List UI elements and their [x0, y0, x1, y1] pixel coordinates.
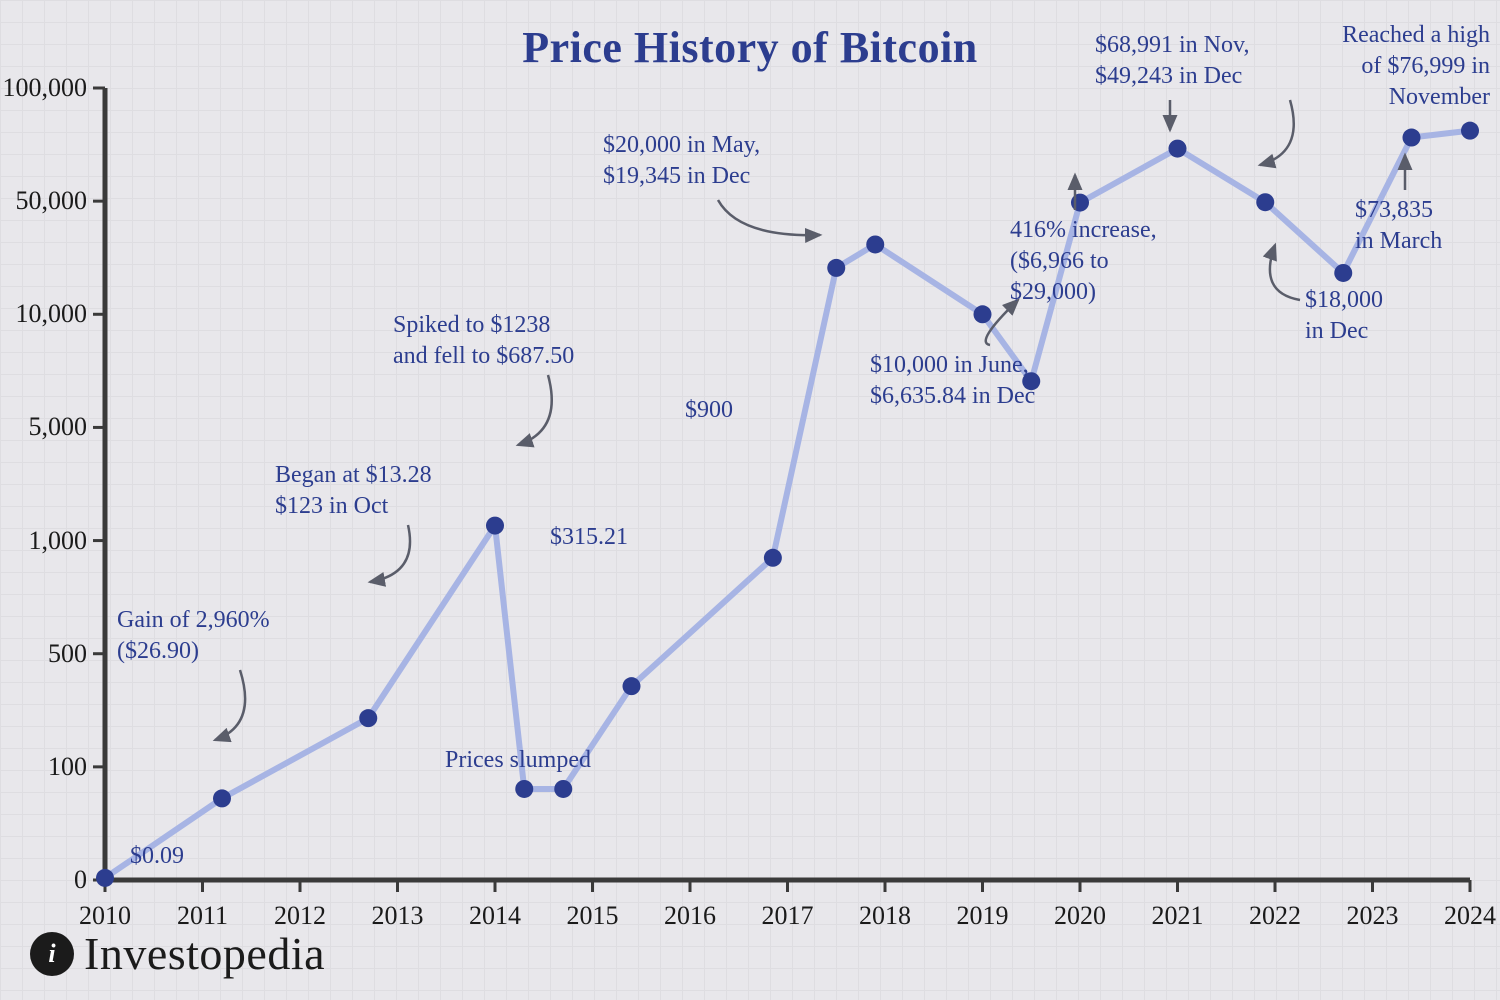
x-tick-label: 2023 — [1347, 900, 1399, 933]
x-tick-label: 2019 — [957, 900, 1009, 933]
annotation-gain-2011: Gain of 2,960% ($26.90) — [117, 605, 337, 667]
annotation-price-900: $900 — [685, 395, 775, 426]
branding: i Investopedia — [30, 927, 325, 980]
annotation-spiked-1238: Spiked to $1238 and fell to $687.50 — [393, 310, 653, 372]
annotation-price-315: $315.21 — [550, 522, 670, 553]
y-tick-label: 500 — [48, 638, 87, 671]
investopedia-logo-icon: i — [30, 932, 74, 976]
x-tick-label: 2013 — [372, 900, 424, 933]
annotation-prices-slumped: Prices slumped — [418, 745, 618, 776]
point-label-first: $0.09 — [130, 841, 184, 871]
x-tick-label: 2022 — [1249, 900, 1301, 933]
chart-container: Price History of Bitcoin 01005001,0005,0… — [0, 0, 1500, 1000]
y-tick-label: 100 — [48, 751, 87, 784]
annotation-began-2013: Began at $13.28 $123 in Oct — [275, 460, 505, 522]
annotation-10k-june: $10,000 in June, $6,635.84 in Dec — [870, 350, 1120, 412]
annotation-18000-dec: $18,000 in Dec — [1305, 285, 1435, 347]
x-tick-label: 2016 — [664, 900, 716, 933]
annotation-73835-march: $73,835 in March — [1355, 195, 1485, 257]
x-tick-label: 2014 — [469, 900, 521, 933]
annotation-20k-may: $20,000 in May, $19,345 in Dec — [603, 130, 833, 192]
annotation-reached-high: Reached a high of $76,999 in November — [1270, 20, 1490, 114]
x-tick-label: 2017 — [762, 900, 814, 933]
annotation-416-increase: 416% increase, ($6,966 to $29,000) — [1010, 215, 1230, 309]
x-tick-label: 2021 — [1152, 900, 1204, 933]
y-tick-label: 5,000 — [29, 411, 88, 444]
y-tick-label: 100,000 — [3, 72, 88, 105]
x-tick-label: 2024 — [1444, 900, 1496, 933]
y-tick-label: 0 — [74, 864, 87, 897]
x-tick-label: 2015 — [567, 900, 619, 933]
branding-text: Investopedia — [84, 927, 325, 980]
y-tick-label: 50,000 — [16, 185, 88, 218]
x-tick-label: 2020 — [1054, 900, 1106, 933]
x-tick-label: 2018 — [859, 900, 911, 933]
y-tick-label: 10,000 — [16, 298, 88, 331]
y-tick-label: 1,000 — [29, 525, 88, 558]
